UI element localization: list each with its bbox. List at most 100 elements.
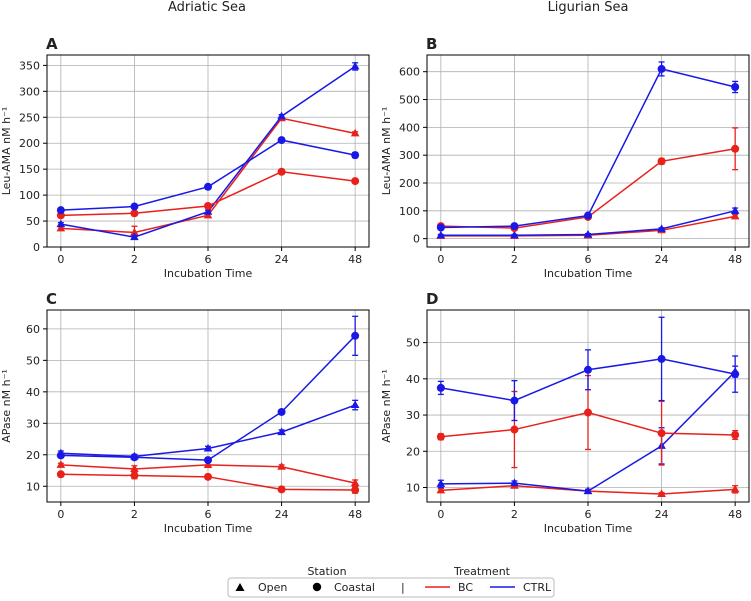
panel-letter: D: [426, 290, 438, 308]
data-point-triangle: [436, 485, 446, 494]
y-axis-label: APase nM h⁻¹: [0, 369, 13, 443]
y-tick-label: 250: [19, 111, 40, 124]
data-point-circle: [56, 451, 65, 460]
data-point-circle: [731, 83, 740, 91]
y-tick-label: 400: [399, 121, 420, 134]
legend-circle-icon: [312, 582, 322, 592]
y-tick-label: 40: [26, 386, 40, 399]
x-tick-label: 48: [728, 508, 742, 521]
y-tick-label: 50: [406, 337, 420, 350]
data-point-triangle: [277, 427, 286, 436]
y-tick-label: 50: [26, 215, 40, 228]
data-point-triangle: [657, 224, 666, 232]
legend-treatment-ctrl: CTRL: [523, 581, 552, 594]
x-tick-label: 0: [57, 508, 64, 521]
y-tick-label: 350: [19, 59, 40, 72]
y-axis-label: APase nM h⁻¹: [380, 369, 393, 443]
data-point-triangle: [203, 443, 213, 452]
data-point-triangle: [583, 486, 593, 495]
x-tick-label: 0: [437, 508, 444, 521]
data-point-triangle: [56, 219, 66, 228]
panel-b: B 0 2 6 24 48 0 100 200 300 400 500 600 Incubation Ti…: [380, 35, 750, 280]
x-tick-label: 6: [585, 253, 592, 266]
data-point-circle: [351, 151, 360, 160]
data-point-triangle: [56, 223, 66, 232]
data-point-circle: [584, 211, 592, 220]
y-tick-label: 0: [413, 233, 420, 246]
legend-station-open: Open: [258, 581, 287, 594]
data-point-circle: [277, 485, 286, 494]
data-point-circle: [657, 354, 666, 363]
data-point-circle: [584, 365, 592, 374]
data-point-triangle: [510, 478, 519, 487]
legend-triangle-icon: [235, 583, 245, 591]
data-point-circle: [657, 157, 666, 166]
data-point-triangle: [657, 489, 666, 498]
x-tick-label: 6: [205, 253, 212, 266]
y-tick-label: 200: [19, 137, 40, 150]
data-point-circle: [731, 144, 740, 153]
x-tick-label: 2: [131, 253, 138, 266]
x-tick-label: 24: [655, 508, 669, 521]
data-point-circle: [436, 432, 445, 441]
data-point-triangle: [203, 207, 213, 215]
data-point-circle: [130, 202, 139, 211]
data-point-circle: [130, 209, 139, 218]
panel-letter: B: [426, 35, 437, 53]
y-tick-label: 300: [19, 85, 40, 98]
x-tick-label: 48: [728, 253, 742, 266]
legend-treatment-title: Treatment: [453, 565, 511, 578]
data-point-circle: [731, 370, 740, 379]
x-tick-label: 0: [57, 253, 64, 266]
x-axis-label: Incubation Time: [544, 522, 633, 535]
data-point-circle: [657, 64, 666, 73]
legend: Station Treatment Open Coastal | BC CTRL: [227, 565, 555, 598]
data-point-circle: [204, 182, 212, 191]
data-point-triangle: [130, 227, 139, 236]
x-tick-label: 24: [275, 508, 289, 521]
legend-separator: |: [401, 581, 405, 594]
data-point-circle: [56, 470, 65, 479]
x-tick-label: 24: [275, 253, 289, 266]
data-point-circle: [130, 471, 139, 480]
data-point-circle: [277, 167, 286, 176]
x-axis-label: Incubation Time: [164, 267, 253, 280]
panel-c: C 0 2 6 24 48 10 20 30 40 50 60 Incubation Time APase…: [0, 290, 370, 535]
column-title-ligurian: Ligurian Sea: [548, 0, 629, 15]
column-title-adriatic: Adriatic Sea: [168, 0, 246, 15]
data-point-triangle: [730, 211, 740, 220]
legend-treatment-bc: BC: [458, 581, 473, 594]
data-point-circle: [436, 223, 445, 232]
y-tick-label: 600: [399, 66, 420, 79]
data-point-circle: [204, 456, 212, 465]
y-tick-label: 10: [26, 480, 40, 493]
data-point-triangle: [350, 400, 360, 409]
data-point-circle: [657, 429, 666, 438]
data-point-triangle: [510, 230, 519, 239]
x-tick-label: 0: [437, 253, 444, 266]
data-point-triangle: [436, 479, 446, 487]
data-point-circle: [436, 383, 445, 392]
x-tick-label: 2: [131, 508, 138, 521]
data-point-triangle: [277, 462, 286, 470]
panel-letter: A: [46, 35, 58, 53]
x-axis-label: Incubation Time: [164, 522, 253, 535]
y-axis-label: Leu-AMA nM h⁻¹: [380, 107, 393, 196]
y-tick-label: 100: [19, 189, 40, 202]
data-point-triangle: [730, 484, 740, 493]
panel-a: A 0 2 6 24 48 0 50 100 150 200 250 300 350 Incubation …: [0, 35, 370, 280]
y-tick-label: 50: [26, 354, 40, 367]
y-tick-label: 20: [26, 449, 40, 462]
data-point-circle: [277, 407, 286, 416]
x-tick-label: 48: [348, 508, 362, 521]
x-axis-label: Incubation Time: [544, 267, 633, 280]
legend-station-title: Station: [307, 565, 346, 578]
x-tick-label: 6: [585, 508, 592, 521]
data-point-circle: [277, 136, 286, 145]
data-point-triangle: [350, 128, 360, 137]
y-tick-label: 30: [26, 417, 40, 430]
panel-letter: C: [46, 290, 57, 308]
legend-station-coastal: Coastal: [334, 581, 375, 594]
legend-frame: [227, 577, 555, 598]
